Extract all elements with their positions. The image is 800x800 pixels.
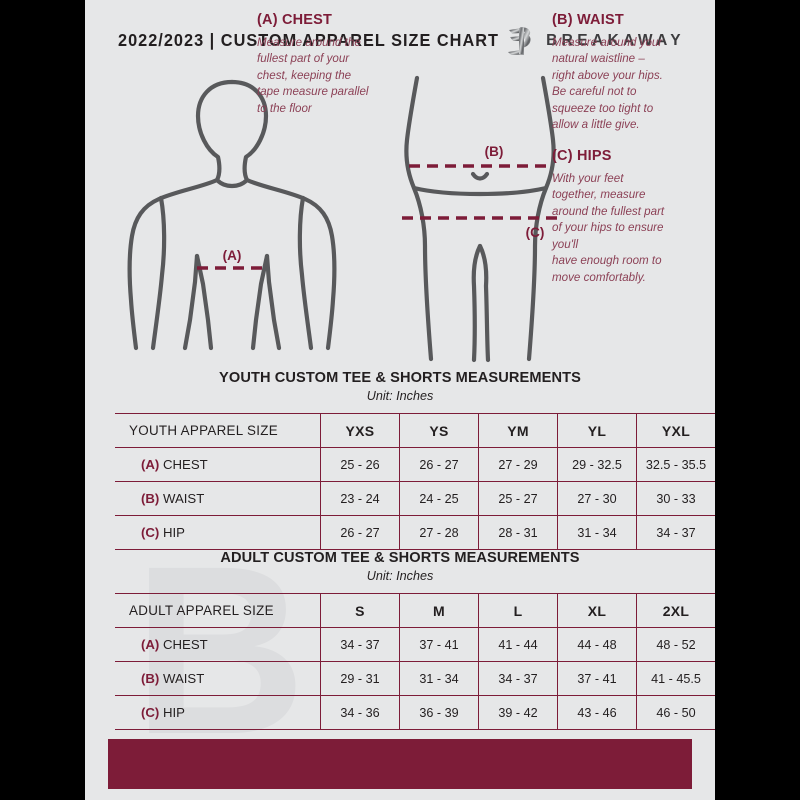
row-label-waist: WAIST: [162, 491, 205, 506]
adult-waist-xl: 37 - 41: [557, 661, 637, 696]
adult-chest-xl: 44 - 48: [557, 627, 637, 662]
youth-section-title: YOUTH CUSTOM TEE & SHORTS MEASUREMENTS: [219, 370, 581, 386]
row-tag-a: (A): [141, 457, 160, 472]
page-header: 2022/2023 | CUSTOM APPAREL SIZE CHART: [85, 26, 715, 66]
row-tag-c: (C): [141, 705, 160, 720]
row-label-hip: HIP: [162, 705, 185, 720]
page-canvas: B 2022/2023 | CUSTOM APPAREL SIZE CHART: [85, 0, 715, 800]
youth-waist-yxl: 30 - 33: [636, 481, 715, 516]
youth-row-hip-label: (C) HIP: [115, 515, 321, 550]
adult-section-heading: ADULT CUSTOM TEE & SHORTS MEASUREMENTS U…: [85, 550, 715, 583]
row-label-hip: HIP: [162, 525, 185, 540]
adult-waist-s: 29 - 31: [320, 661, 400, 696]
adult-chest-s: 34 - 37: [320, 627, 400, 662]
table-row: (A) CHEST 25 - 26 26 - 27 27 - 29 29 - 3…: [115, 447, 715, 482]
adult-row-chest-label: (A) CHEST: [115, 627, 321, 662]
brand-lockup: BREAKAWAY: [507, 26, 685, 56]
youth-section-heading: YOUTH CUSTOM TEE & SHORTS MEASUREMENTS U…: [85, 370, 715, 403]
lower-body-figure-diagram: (B) (C): [402, 75, 558, 363]
youth-hip-yxs: 26 - 27: [320, 515, 400, 550]
adult-size-l: L: [478, 593, 558, 628]
table-row: (B) WAIST 23 - 24 24 - 25 25 - 27 27 - 3…: [115, 481, 715, 516]
table-row: (C) HIP 26 - 27 27 - 28 28 - 31 31 - 34 …: [115, 515, 715, 550]
row-label-waist: WAIST: [162, 671, 205, 686]
callout-waist: (B) WAIST Measure around your natural wa…: [552, 12, 702, 134]
adult-hip-s: 34 - 36: [320, 695, 400, 730]
youth-row-waist-label: (B) WAIST: [115, 481, 321, 516]
youth-chest-ym: 27 - 29: [478, 447, 558, 482]
youth-chest-yxl: 32.5 - 35.5: [636, 447, 715, 482]
youth-unit-label: Unit: Inches: [366, 389, 434, 403]
youth-hip-ys: 27 - 28: [399, 515, 479, 550]
callout-chest: (A) CHEST Measure around the fullest par…: [257, 12, 407, 117]
youth-size-yl: YL: [557, 413, 637, 448]
row-tag-b: (B): [141, 671, 160, 686]
adult-waist-m: 31 - 34: [399, 661, 479, 696]
youth-waist-yxs: 23 - 24: [320, 481, 400, 516]
callout-waist-body: Measure around your natural waistline – …: [552, 36, 663, 132]
callout-chest-title: (A) CHEST: [257, 12, 333, 28]
adult-section-title: ADULT CUSTOM TEE & SHORTS MEASUREMENTS: [220, 550, 580, 566]
callout-hips-body: With your feet together, measure around …: [552, 172, 665, 284]
adult-table-header-row: ADULT APPAREL SIZE S M L XL 2XL: [115, 593, 715, 628]
adult-size-xl: XL: [557, 593, 637, 628]
adult-header-label: ADULT APPAREL SIZE: [115, 593, 321, 628]
adult-unit-label: Unit: Inches: [366, 569, 434, 583]
row-label-chest: CHEST: [162, 457, 208, 472]
callout-hips-title: (C) HIPS: [552, 148, 612, 164]
torso-figure-diagram: (A): [127, 79, 337, 351]
youth-chest-ys: 26 - 27: [399, 447, 479, 482]
table-row: (A) CHEST 34 - 37 37 - 41 41 - 44 44 - 4…: [115, 627, 715, 662]
youth-size-ys: YS: [399, 413, 479, 448]
adult-size-s: S: [320, 593, 400, 628]
youth-size-yxl: YXL: [636, 413, 715, 448]
adult-chest-m: 37 - 41: [399, 627, 479, 662]
adult-hip-2xl: 46 - 50: [636, 695, 715, 730]
adult-hip-l: 39 - 42: [478, 695, 558, 730]
page-title: 2022/2023 | CUSTOM APPAREL SIZE CHART: [118, 30, 499, 50]
adult-row-waist-label: (B) WAIST: [115, 661, 321, 696]
youth-hip-ym: 28 - 31: [478, 515, 558, 550]
callout-waist-title: (B) WAIST: [552, 12, 624, 28]
waist-measure-label: (B): [485, 144, 504, 159]
chest-measure-label: (A): [223, 248, 242, 263]
adult-waist-2xl: 41 - 45.5: [636, 661, 715, 696]
adult-row-hip-label: (C) HIP: [115, 695, 321, 730]
youth-chest-yxs: 25 - 26: [320, 447, 400, 482]
row-tag-c: (C): [141, 525, 160, 540]
youth-hip-yxl: 34 - 37: [636, 515, 715, 550]
adult-chest-2xl: 48 - 52: [636, 627, 715, 662]
measurement-diagrams: (A) (B) (C): [85, 70, 715, 365]
adult-size-m: M: [399, 593, 479, 628]
youth-waist-ym: 25 - 27: [478, 481, 558, 516]
youth-waist-yl: 27 - 30: [557, 481, 637, 516]
youth-row-chest-label: (A) CHEST: [115, 447, 321, 482]
row-tag-b: (B): [141, 491, 160, 506]
adult-size-2xl: 2XL: [636, 593, 715, 628]
hip-measure-label: (C): [526, 225, 545, 240]
footer-accent-bar: [108, 739, 692, 789]
brand-name: BREAKAWAY: [546, 32, 685, 49]
youth-size-table: YOUTH APPAREL SIZE YXS YS YM YL YXL (A) …: [115, 413, 715, 550]
table-row: (B) WAIST 29 - 31 31 - 34 34 - 37 37 - 4…: [115, 661, 715, 696]
youth-size-ym: YM: [478, 413, 558, 448]
adult-chest-l: 41 - 44: [478, 627, 558, 662]
adult-hip-m: 36 - 39: [399, 695, 479, 730]
adult-hip-xl: 43 - 46: [557, 695, 637, 730]
adult-waist-l: 34 - 37: [478, 661, 558, 696]
table-row: (C) HIP 34 - 36 36 - 39 39 - 42 43 - 46 …: [115, 695, 715, 730]
youth-waist-ys: 24 - 25: [399, 481, 479, 516]
callout-chest-body: Measure around the fullest part of your …: [257, 36, 369, 115]
adult-size-table: ADULT APPAREL SIZE S M L XL 2XL (A) CHES…: [115, 593, 715, 730]
youth-size-yxs: YXS: [320, 413, 400, 448]
breakaway-b-logo-icon: [508, 27, 531, 55]
youth-header-label: YOUTH APPAREL SIZE: [115, 413, 321, 448]
callout-hips: (C) HIPS With your feet together, measur…: [552, 148, 707, 286]
youth-hip-yl: 31 - 34: [557, 515, 637, 550]
row-label-chest: CHEST: [162, 637, 208, 652]
youth-chest-yl: 29 - 32.5: [557, 447, 637, 482]
youth-table-header-row: YOUTH APPAREL SIZE YXS YS YM YL YXL: [115, 413, 715, 448]
row-tag-a: (A): [141, 637, 160, 652]
